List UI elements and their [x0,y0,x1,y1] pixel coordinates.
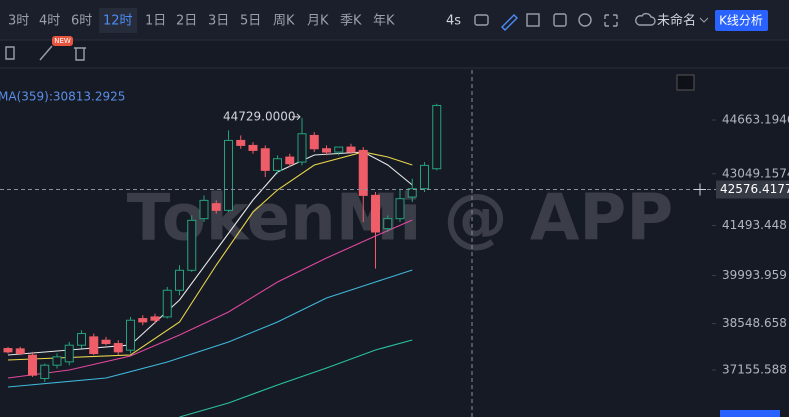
candle-body [420,164,429,190]
candle-body [150,316,160,321]
candle-body [383,218,393,230]
candle-body [432,104,442,170]
toolbar-icons [5,12,656,61]
candle-body [199,199,209,220]
scale-button[interactable] [676,74,695,91]
candle-body [322,148,331,153]
candle-body [346,146,356,153]
candle-body [64,344,74,363]
interval-tab[interactable]: 5日 [240,14,261,29]
plot-area: 44663.1946 43049.1574 41493.448 39993.959 38… [0,103,789,417]
y-tick-label: 39993.959 [722,268,787,282]
tool-icons[interactable] [5,45,53,61]
candle-body [162,289,172,318]
interval-tab[interactable]: 12时 [103,14,133,29]
interval-tab[interactable]: 3时 [8,14,29,29]
candle-body [77,333,86,346]
delete-icon[interactable] [74,47,86,61]
dropdown-arrow[interactable] [699,17,709,23]
candle-body [187,219,197,271]
candle-body [371,194,380,233]
candle-body [15,348,25,355]
candle-body [297,133,307,163]
candle-body [236,139,246,146]
candle-body [175,269,184,291]
tab-selected-bg [99,8,137,33]
crosshair-price-box [716,180,789,199]
interval-tab[interactable]: 4时 [39,14,60,29]
crosshair-plus [694,183,706,196]
candle-body [113,343,123,353]
interval-tab[interactable]: 2日 [176,14,197,29]
y-tick-label: 38548.658 [722,316,787,330]
interval-tab[interactable]: 月K [307,14,329,29]
candle-body [260,148,270,171]
candle-body [248,144,258,151]
interval-tab[interactable]: 季K [340,14,362,29]
y-tick-label: 41493.448 [722,218,787,232]
interval-tabs: 3时 4时 6时 12时 1日 2日 3日 5日 周K 月K 季K 年K [8,8,395,33]
candle-body [358,149,368,196]
ma-line [7,269,413,388]
settings-icon[interactable] [578,13,592,27]
interval-tab[interactable]: 6时 [71,14,92,29]
candle-body [52,356,62,366]
high-annotation: 44729.0000 [223,109,296,123]
candle-body [126,319,135,351]
interval-tab[interactable]: 年K [373,14,395,29]
candle-body [138,318,148,323]
candle-body [395,198,405,220]
cloud-icon[interactable] [635,12,656,26]
note-icon[interactable] [526,13,540,27]
candle-body [407,188,417,198]
candle-body [334,146,344,153]
analysis-button[interactable] [715,10,768,31]
candle-body [211,203,221,211]
analysis-button-label[interactable]: K线分析 [719,14,763,28]
ma-line [7,151,413,361]
crosshair-price-label: 42576.4177 [720,182,789,196]
ma-line [179,339,413,417]
candle-body [273,158,282,171]
interval-tab[interactable]: 1日 [145,14,166,29]
interval-tab[interactable]: 周K [273,14,295,29]
interval-tab[interactable]: 3日 [208,14,229,29]
fullscreen-icon[interactable] [604,14,618,27]
indicator-label: MA(359):30813.2925 [0,90,125,104]
candle-body [224,139,233,211]
new-badge [52,36,73,46]
layout-name[interactable]: 未命名 [657,13,696,29]
indicator-icon[interactable] [553,13,567,27]
ma-line [7,219,413,379]
candle-body [309,134,319,150]
time-label-box [720,410,780,417]
candle-body [89,336,99,355]
ma-line [7,151,413,356]
candle-body [3,348,13,353]
annotation-arrow [292,113,301,121]
candle-body [285,156,295,165]
y-tick-label: 43049.1574 [722,166,789,180]
candle-body [28,354,37,376]
candle-body [40,364,50,380]
y-tick-label: 44663.1946 [722,113,789,127]
camera-icon[interactable] [474,14,489,26]
draw-icon[interactable] [501,14,518,31]
candle-body [101,339,111,345]
y-tick-label: 37155.588 [722,362,787,376]
new-badge-label: NEW [54,37,71,45]
refresh-rate[interactable]: 4s [446,14,461,29]
